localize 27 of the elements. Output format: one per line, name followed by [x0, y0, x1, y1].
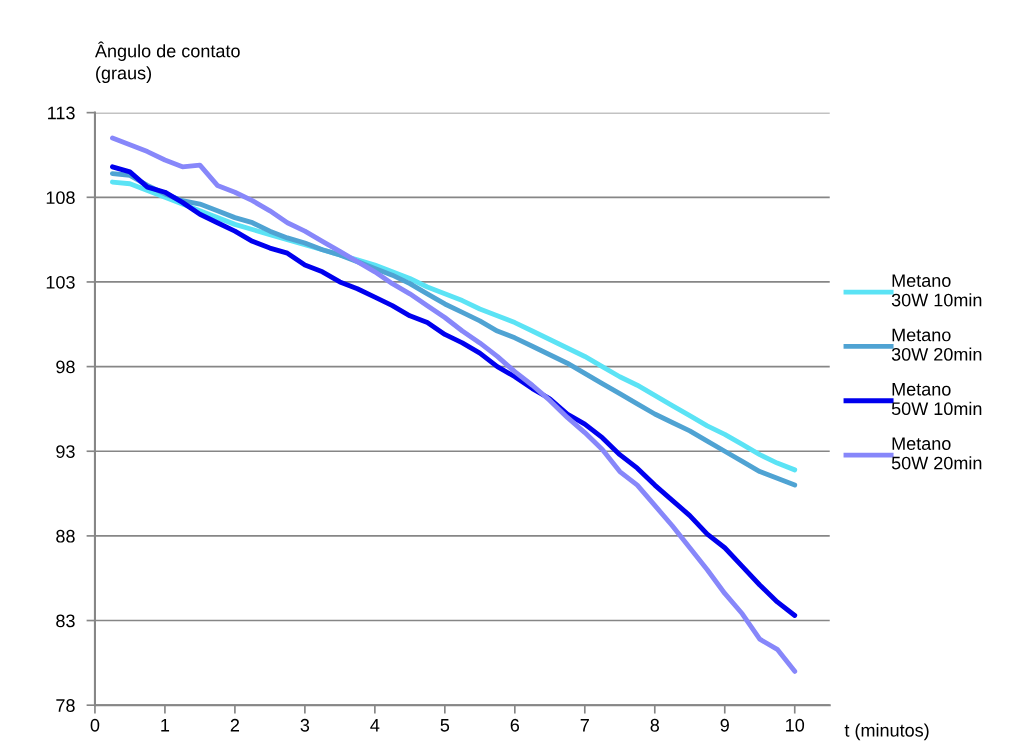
line-series	[110, 135, 798, 674]
x-tick-label: 7	[580, 719, 589, 732]
legend-label: Metano 30W 20min	[891, 328, 982, 361]
x-tick-label: 3	[300, 718, 310, 732]
y-tick-label: 88	[56, 529, 75, 543]
x-tick-label: 10	[786, 718, 805, 732]
x-tick-label: 1	[161, 719, 170, 732]
y-tick-label: 113	[48, 106, 75, 120]
legend-label: Metano 50W 20min	[891, 437, 982, 470]
y-tick-label: 108	[46, 191, 75, 205]
legend-label: Metano 30W 10min	[891, 274, 982, 307]
line-series	[110, 164, 798, 618]
y-tick-label: 93	[56, 445, 75, 458]
x-axis-title: t (minutos)	[844, 723, 929, 741]
x-tick-label: 0	[90, 718, 100, 732]
y-tick-label: 78	[56, 699, 75, 712]
y-tick-label: 98	[56, 360, 75, 374]
y-tick-label: 83	[56, 614, 75, 628]
x-tick-label: 6	[510, 718, 520, 732]
legend-label: Metano 50W 10min	[891, 383, 982, 416]
y-axis-title: Ângulo de contato (graus)	[94, 41, 240, 84]
y-tick-label: 103	[46, 275, 75, 289]
x-tick-label: 9	[720, 718, 729, 732]
x-tick-label: 2	[230, 718, 240, 732]
x-tick-label: 5	[440, 719, 450, 732]
x-tick-label: 8	[650, 718, 660, 732]
x-tick-label: 4	[370, 719, 380, 732]
